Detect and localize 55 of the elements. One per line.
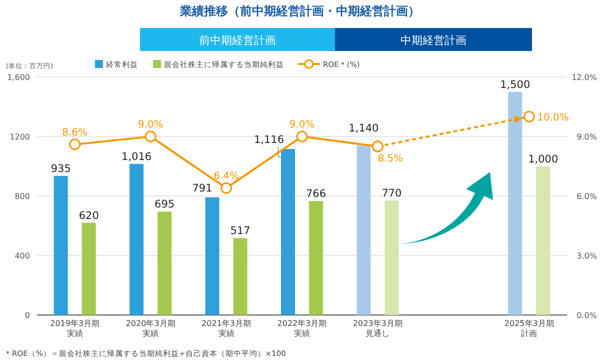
text: 前中期経営計画: [199, 34, 276, 47]
data-label: 770: [382, 187, 402, 200]
data-label: 6.4%: [214, 171, 239, 182]
y-tick-label: 1200: [10, 132, 30, 142]
bar: [536, 166, 550, 315]
x-tick-label: 2019年3月期実績: [50, 319, 100, 339]
y2-tick-label: 3.0%: [576, 252, 598, 260]
data-label: 1,016: [122, 150, 152, 163]
chart-title: 業績推移（前中期経営計画・中期経営計画）: [179, 4, 420, 18]
bar: [158, 212, 172, 315]
point: [296, 130, 308, 142]
y-tick-label: 1,600: [7, 73, 30, 82]
point: [523, 110, 535, 122]
bar: [233, 238, 248, 315]
data-label: 9.0%: [138, 120, 164, 130]
y-tick-label: 0: [24, 311, 30, 320]
data-label: 10.0%: [537, 112, 569, 124]
data-label: 1,116: [254, 134, 284, 146]
data-label: 620: [78, 210, 99, 222]
x-tick-label: 2022年3月期実績: [277, 319, 327, 339]
data-label: 1,140: [348, 122, 379, 134]
point: [220, 182, 232, 194]
x-tick-label: 2023年3月期見通し: [352, 319, 403, 339]
y2-tick-label: 9.0%: [576, 132, 598, 142]
data-label: 517: [230, 225, 250, 238]
x-tick-label: 2025年3月期計画: [504, 319, 554, 339]
data-label: 1,000: [528, 153, 558, 166]
x-tick-label: 2020年3月期実績: [126, 319, 176, 339]
data-label: 766: [306, 188, 326, 200]
point: [69, 138, 81, 150]
data-label: 935: [50, 162, 71, 175]
data-label: 8.6%: [62, 127, 88, 138]
bar: [356, 145, 371, 315]
bar: [82, 222, 96, 315]
y-tick-label: 800: [14, 192, 30, 201]
bar: [130, 164, 144, 315]
y-tick-label: 400: [14, 252, 30, 260]
bar: [281, 148, 295, 315]
text: 中期経営計画: [400, 34, 466, 47]
bar: [205, 197, 220, 315]
bar: [54, 176, 68, 315]
x-tick-label: 2021年3月期実績: [201, 319, 252, 339]
bar: [309, 201, 323, 315]
data-label: 1,500: [500, 78, 530, 91]
y2-tick-label: 12.0%: [572, 73, 598, 82]
data-label: 8.5%: [378, 153, 404, 164]
point: [144, 130, 156, 142]
bar: [384, 200, 399, 315]
y2-tick-label: 0.0%: [576, 311, 598, 320]
y2-tick-label: 6.0%: [576, 192, 598, 201]
data-label: 791: [192, 182, 212, 194]
data-label: 9.0%: [289, 120, 315, 130]
point: [372, 140, 384, 152]
data-label: 695: [154, 198, 175, 211]
bar: [508, 92, 522, 315]
